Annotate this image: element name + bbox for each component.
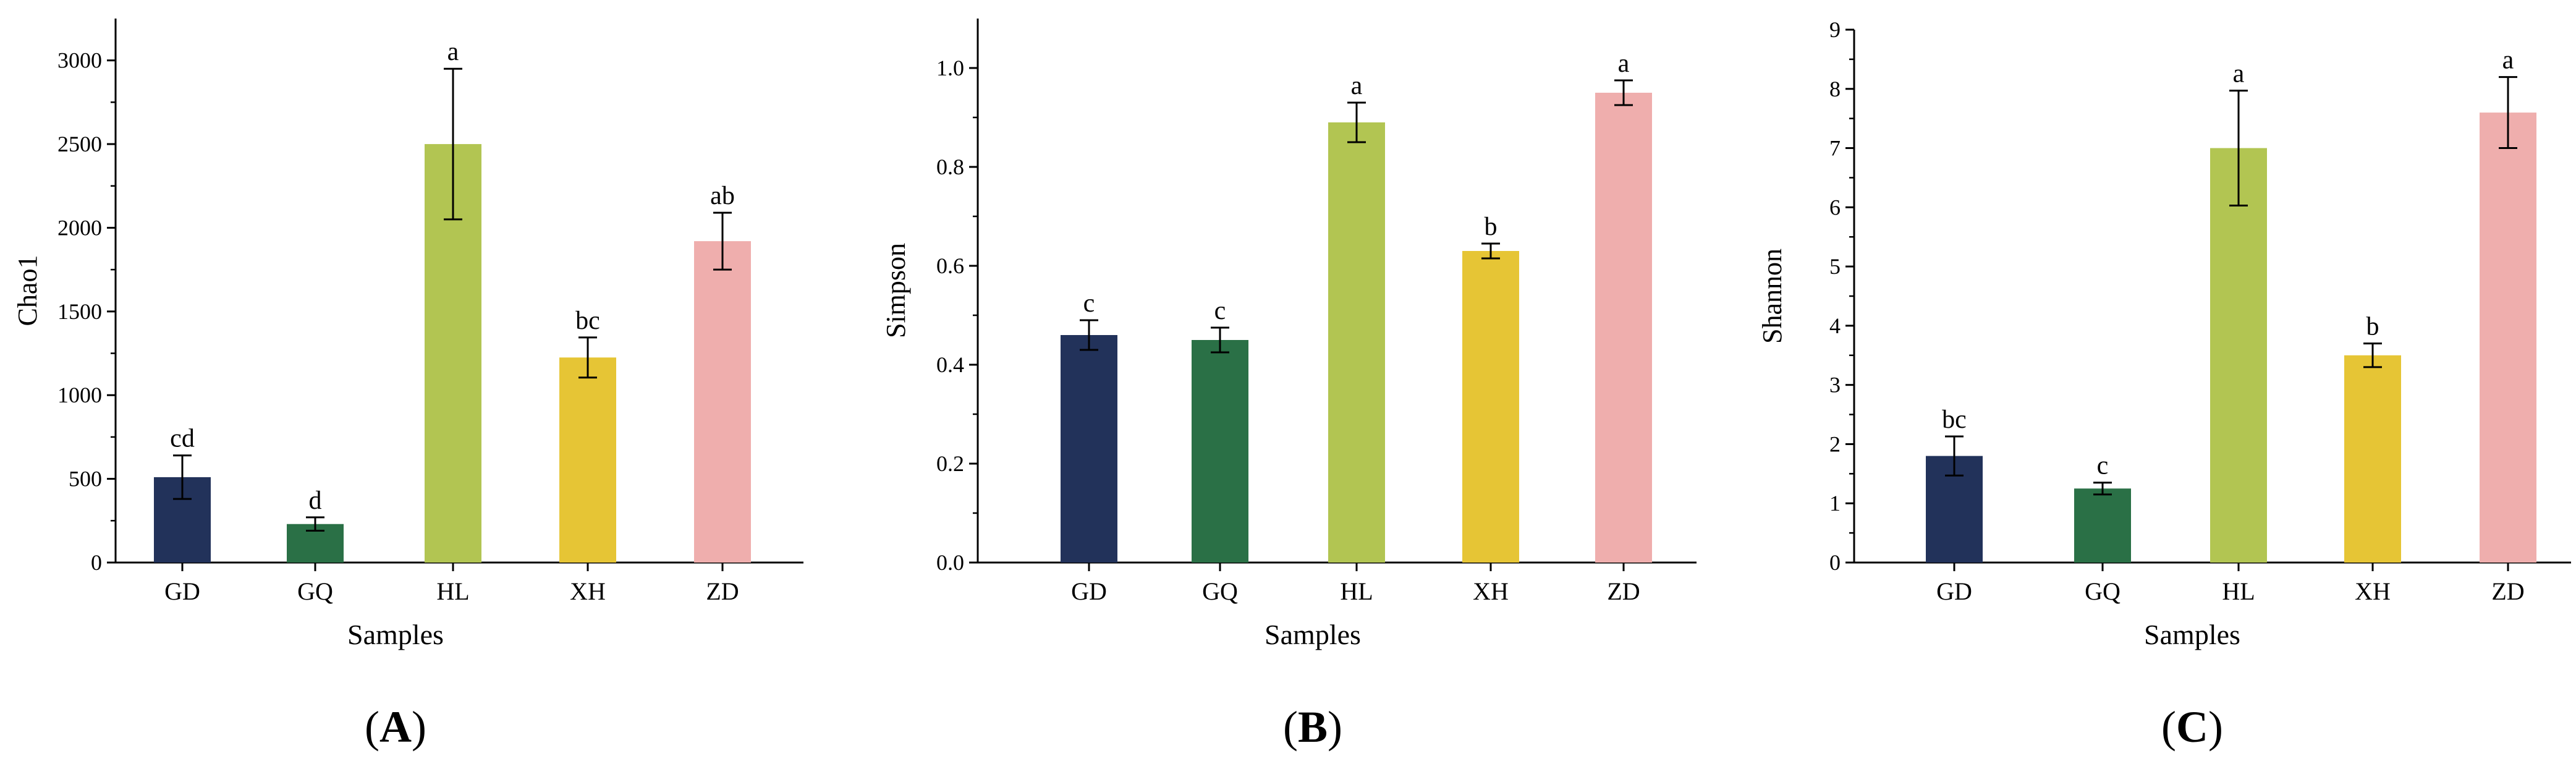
- significance-letter: c: [2097, 452, 2109, 480]
- y-tick-label: 2: [1829, 431, 1841, 456]
- y-tick-label: 3000: [57, 48, 102, 73]
- x-tick-label: ZD: [1607, 577, 1640, 605]
- x-tick-label: HL: [436, 577, 469, 605]
- bar-zd: [2480, 113, 2536, 563]
- y-tick-label: 9: [1829, 17, 1841, 42]
- y-tick-label: 0.6: [936, 253, 964, 278]
- significance-letter: b: [1485, 213, 1498, 241]
- bar-xh: [559, 357, 616, 563]
- x-tick-label: GD: [164, 577, 200, 605]
- significance-letter: cd: [170, 425, 195, 453]
- significance-letter: bc: [1942, 406, 1967, 434]
- y-tick-label: 1: [1829, 491, 1841, 516]
- x-axis-label: Samples: [1265, 619, 1361, 650]
- bar-xh: [2344, 355, 2401, 563]
- bar-xh: [1462, 251, 1519, 563]
- bar-gd: [1061, 335, 1117, 563]
- x-tick-label: ZD: [706, 577, 739, 605]
- y-tick-label: 5: [1829, 254, 1841, 279]
- y-tick-label: 1500: [57, 299, 102, 324]
- significance-letter: c: [1214, 297, 1226, 325]
- panel-label: (B): [1283, 702, 1342, 752]
- x-tick-label: HL: [2222, 577, 2255, 605]
- significance-letter: a: [1351, 72, 1363, 100]
- y-tick-label: 8: [1829, 77, 1841, 101]
- chart-panel-3: 0 1 2 3 4 5 6 7 8 9 Shannon bc GD c GQ a HL b XH a ZD Samples…: [1757, 17, 2571, 752]
- y-axis-label: Chao1: [12, 255, 43, 326]
- y-tick-label: 7: [1829, 136, 1841, 161]
- significance-letter: a: [447, 38, 459, 66]
- chart-panel-1: 0 500 1000 1500 2000 2500 3000 Chao1 cd GD d GQ a HL b…: [12, 19, 803, 752]
- significance-letter: b: [2366, 313, 2379, 341]
- significance-letter: ab: [710, 182, 735, 210]
- significance-letter: a: [1618, 49, 1630, 78]
- bar-zd: [1595, 93, 1652, 563]
- y-tick-label: 1.0: [936, 56, 964, 80]
- y-tick-label: 0.0: [936, 550, 964, 575]
- bar-hl: [2210, 148, 2267, 563]
- panel-label: (C): [2161, 702, 2223, 752]
- bar-hl: [1328, 122, 1385, 563]
- x-tick-label: ZD: [2491, 577, 2524, 605]
- x-tick-label: GQ: [297, 577, 333, 605]
- significance-letter: bc: [575, 307, 600, 335]
- y-tick-label: 4: [1829, 313, 1841, 338]
- y-tick-label: 2500: [57, 132, 102, 156]
- y-tick-label: 0: [91, 550, 102, 575]
- bar-gq: [2074, 488, 2131, 563]
- x-tick-label: XH: [570, 577, 606, 605]
- significance-letter: a: [2502, 46, 2514, 75]
- x-tick-label: GD: [1071, 577, 1107, 605]
- x-tick-label: GD: [1936, 577, 1972, 605]
- y-tick-label: 3: [1829, 373, 1841, 397]
- y-axis-label: Shannon: [1757, 249, 1787, 344]
- x-tick-label: GQ: [2085, 577, 2121, 605]
- y-tick-label: 0.4: [936, 352, 964, 377]
- bar-zd: [694, 241, 751, 563]
- y-axis-label: Simpson: [881, 243, 911, 338]
- significance-letter: c: [1083, 289, 1095, 318]
- chart-panel-2: 0.0 0.2 0.4 0.6 0.8 1.0 Simpson c GD c GQ a HL b XH a ZD…: [881, 19, 1697, 752]
- y-tick-label: 0.2: [936, 451, 964, 476]
- y-tick-label: 2000: [57, 215, 102, 240]
- bar-gq: [1192, 340, 1248, 563]
- x-tick-label: GQ: [1202, 577, 1238, 605]
- significance-letter: a: [2233, 60, 2245, 88]
- panel-label: (A): [365, 702, 426, 752]
- significance-letter: d: [309, 486, 322, 515]
- x-axis-label: Samples: [347, 619, 444, 650]
- x-tick-label: XH: [1473, 577, 1509, 605]
- y-tick-label: 500: [69, 467, 102, 491]
- x-axis-label: Samples: [2144, 619, 2240, 650]
- y-tick-label: 1000: [57, 383, 102, 407]
- x-tick-label: HL: [1340, 577, 1373, 605]
- y-tick-label: 0.8: [936, 155, 964, 179]
- y-tick-label: 0: [1829, 550, 1841, 575]
- x-tick-label: XH: [2355, 577, 2391, 605]
- y-tick-label: 6: [1829, 195, 1841, 219]
